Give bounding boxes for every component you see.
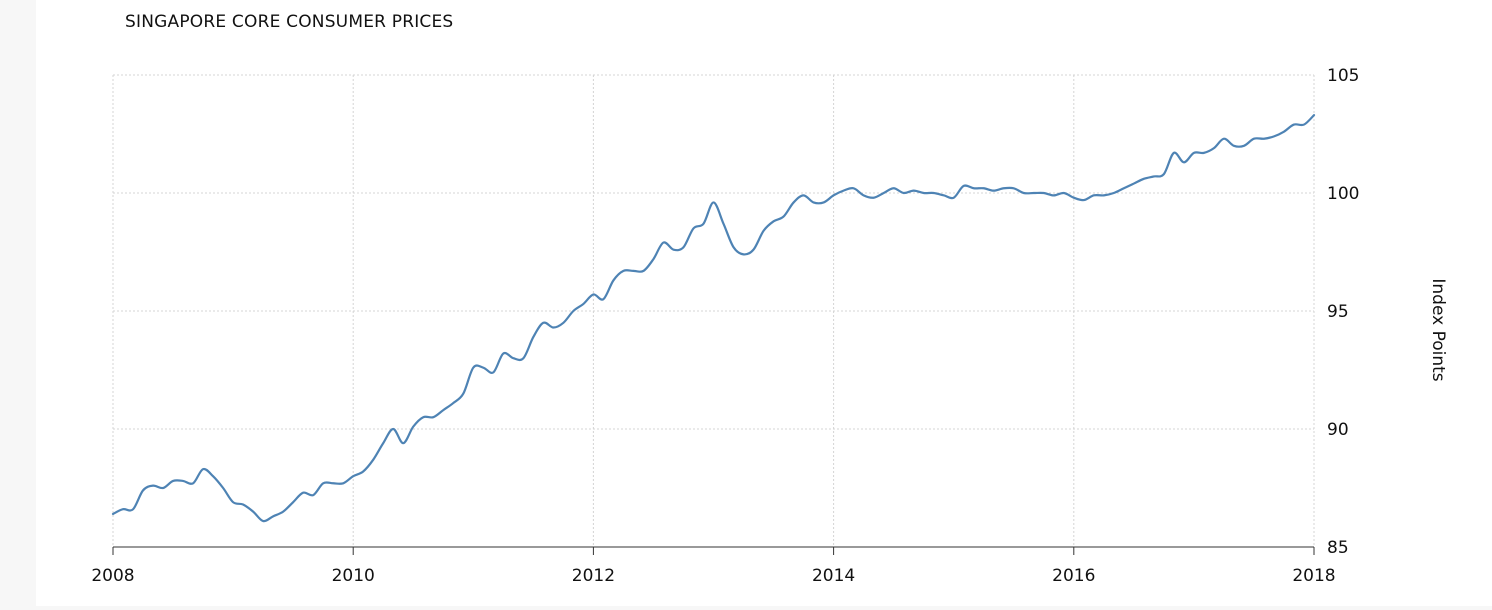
x-tick-label: 2018	[1292, 566, 1335, 586]
x-tick-label: 2016	[1052, 566, 1095, 586]
y-tick-label: 85	[1327, 538, 1349, 558]
y-axis-label: Index Points	[1428, 278, 1448, 381]
x-tick-label: 2012	[572, 566, 615, 586]
series-layer	[111, 114, 1316, 523]
x-tick-label: 2010	[332, 566, 375, 586]
y-tick-label: 95	[1327, 302, 1349, 322]
y-tick-label: 105	[1327, 66, 1359, 86]
y-tick-label: 90	[1327, 420, 1349, 440]
x-tick-label: 2008	[91, 566, 134, 586]
grid-lines	[112, 74, 1315, 548]
series-line	[111, 114, 1316, 523]
chart-title: SINGAPORE CORE CONSUMER PRICES	[125, 12, 454, 32]
axes: 85 90 95 100 105 2008 2010 2012 2014 2016 2018	[91, 66, 1359, 586]
x-tick-label: 2014	[812, 566, 855, 586]
chart-panel	[36, 0, 1492, 606]
y-tick-label: 100	[1327, 184, 1359, 204]
